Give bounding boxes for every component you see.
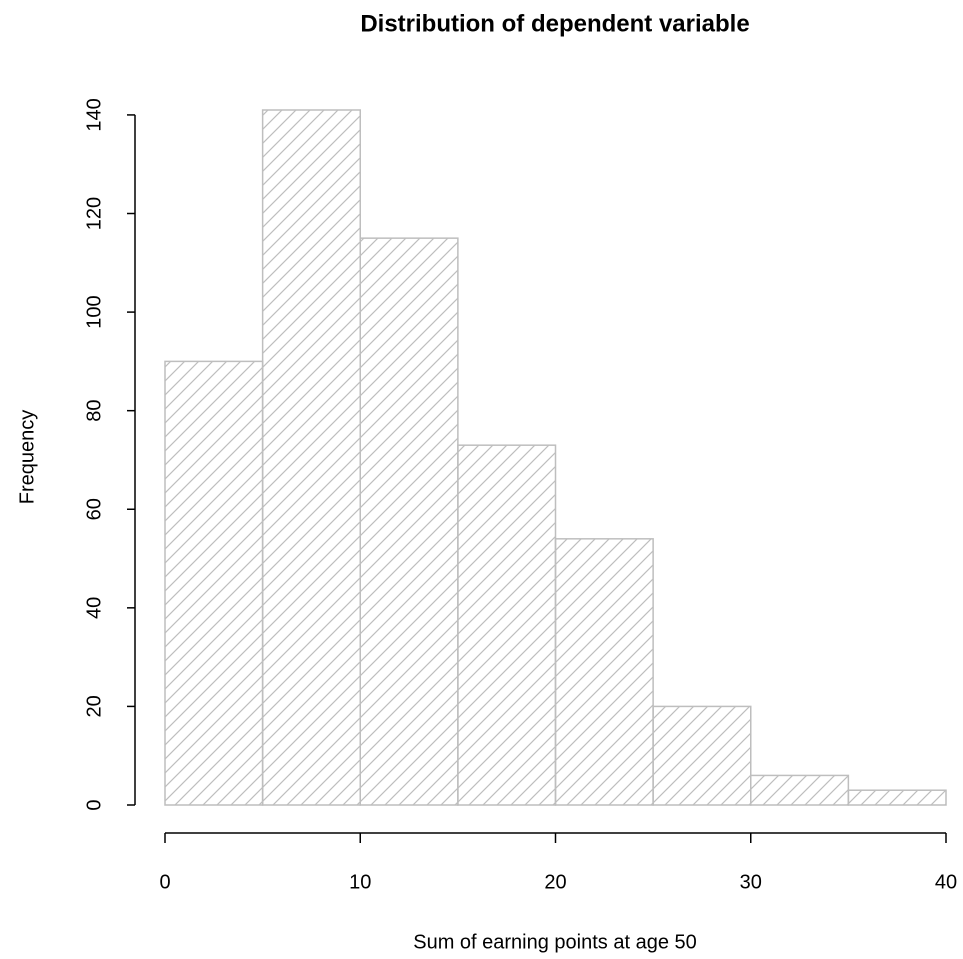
x-tick-label: 40 bbox=[935, 871, 957, 893]
x-tick-label: 0 bbox=[159, 871, 170, 893]
y-tick-label: 60 bbox=[83, 498, 105, 520]
y-tick-label: 0 bbox=[83, 799, 105, 810]
y-axis-label: Frequency bbox=[16, 410, 38, 505]
x-axis-label: Sum of earning points at age 50 bbox=[413, 931, 697, 953]
x-tick-label: 30 bbox=[740, 871, 762, 893]
x-tick-label: 20 bbox=[544, 871, 566, 893]
y-tick-label: 140 bbox=[83, 98, 105, 131]
histogram-bar bbox=[847, 789, 947, 806]
y-tick-label: 120 bbox=[83, 197, 105, 230]
histogram-bar bbox=[261, 109, 361, 806]
y-tick-label: 80 bbox=[83, 400, 105, 422]
histogram-bar bbox=[554, 538, 654, 806]
y-tick-label: 40 bbox=[83, 597, 105, 619]
histogram-bar bbox=[164, 360, 264, 806]
y-tick-label: 20 bbox=[83, 695, 105, 717]
y-tick-label: 100 bbox=[83, 295, 105, 328]
histogram-bar bbox=[652, 705, 752, 806]
histogram-bar bbox=[359, 237, 459, 806]
chart-title: Distribution of dependent variable bbox=[360, 10, 749, 37]
histogram-bar bbox=[750, 774, 850, 806]
x-tick-label: 10 bbox=[349, 871, 371, 893]
histogram-bar bbox=[457, 444, 557, 806]
